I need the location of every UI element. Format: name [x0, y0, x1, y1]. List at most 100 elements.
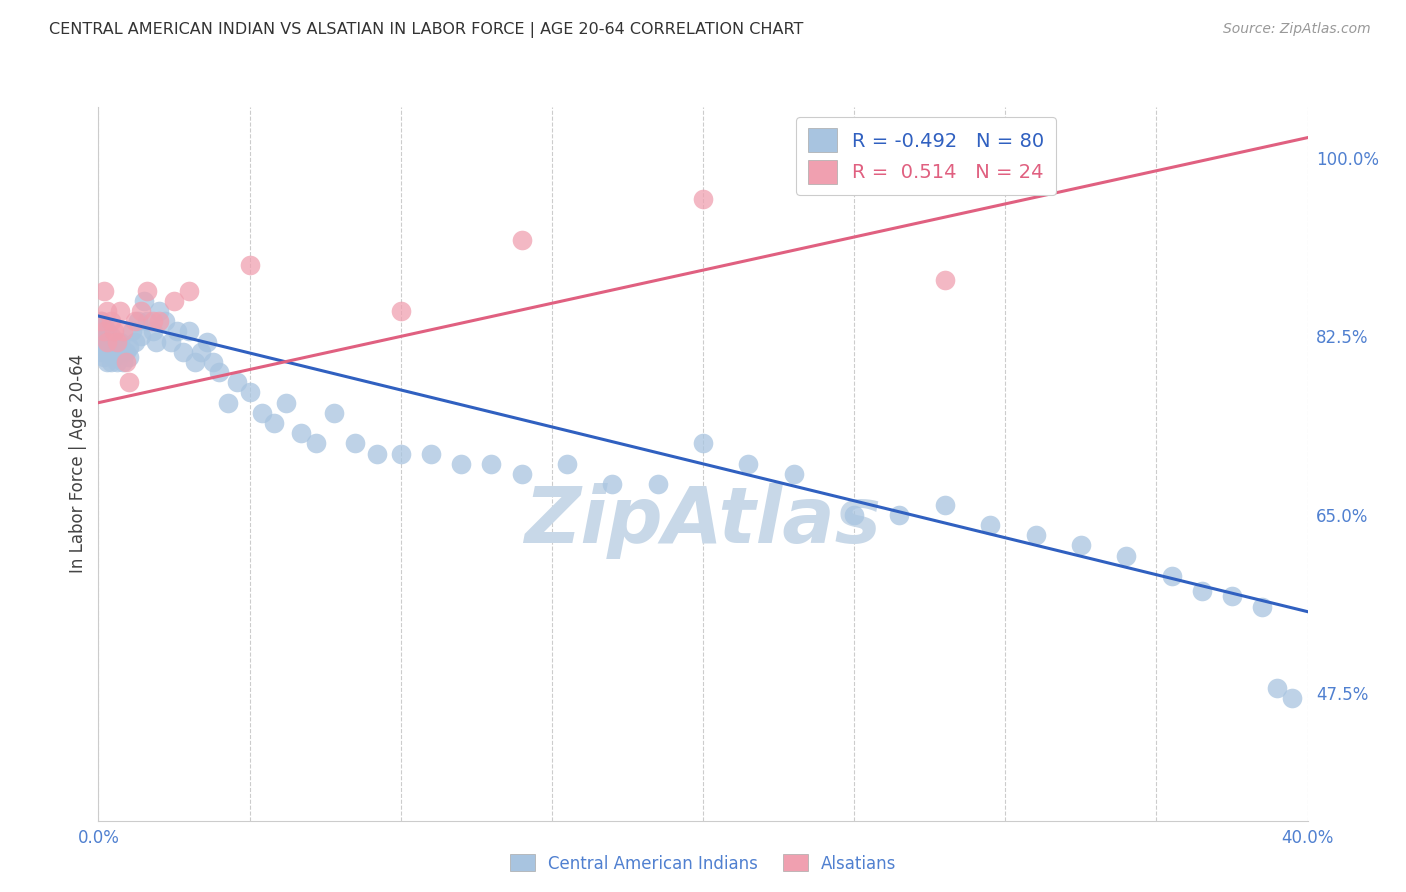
Point — [96, 334, 118, 349]
Point — [1160, 569, 1182, 583]
Point — [179, 324, 201, 338]
Point — [510, 467, 533, 481]
Point — [202, 355, 225, 369]
Point — [647, 477, 669, 491]
Point — [844, 508, 866, 522]
Point — [166, 324, 188, 338]
Point — [118, 340, 141, 354]
Point — [105, 340, 128, 354]
Point — [135, 314, 157, 328]
Point — [366, 447, 388, 461]
Point — [108, 334, 131, 349]
Point — [692, 436, 714, 450]
Point — [389, 447, 412, 461]
Point — [163, 293, 186, 308]
Text: ZipAtlas: ZipAtlas — [524, 483, 882, 559]
Point — [111, 344, 134, 359]
Point — [172, 344, 194, 359]
Point — [108, 304, 131, 318]
Point — [190, 344, 212, 359]
Point — [93, 324, 115, 338]
Point — [239, 385, 262, 400]
Point — [100, 329, 122, 343]
Point — [481, 457, 503, 471]
Point — [148, 314, 170, 328]
Point — [323, 406, 346, 420]
Point — [124, 334, 146, 349]
Point — [96, 355, 118, 369]
Point — [510, 233, 533, 247]
Point — [217, 395, 239, 409]
Point — [208, 365, 231, 379]
Point — [90, 314, 112, 328]
Point — [105, 334, 128, 349]
Point — [344, 436, 367, 450]
Point — [153, 314, 176, 328]
Point — [90, 344, 112, 359]
Point — [142, 314, 165, 328]
Point — [1251, 599, 1274, 614]
Text: CENTRAL AMERICAN INDIAN VS ALSATIAN IN LABOR FORCE | AGE 20-64 CORRELATION CHART: CENTRAL AMERICAN INDIAN VS ALSATIAN IN L… — [49, 22, 804, 38]
Point — [103, 324, 125, 338]
Point — [1024, 528, 1046, 542]
Point — [142, 324, 165, 338]
Point — [450, 457, 472, 471]
Legend: Central American Indians, Alsatians: Central American Indians, Alsatians — [503, 847, 903, 880]
Point — [127, 314, 149, 328]
Point — [111, 355, 134, 369]
Point — [90, 314, 112, 328]
Point — [250, 406, 273, 420]
Point — [108, 340, 131, 354]
Point — [737, 457, 759, 471]
Point — [195, 334, 218, 349]
Point — [1115, 549, 1137, 563]
Point — [239, 258, 262, 272]
Point — [118, 376, 141, 390]
Point — [93, 340, 115, 354]
Text: Source: ZipAtlas.com: Source: ZipAtlas.com — [1223, 22, 1371, 37]
Point — [889, 508, 911, 522]
Point — [555, 457, 578, 471]
Point — [96, 334, 118, 349]
Point — [274, 395, 297, 409]
Point — [132, 293, 155, 308]
Point — [93, 319, 115, 334]
Point — [93, 350, 115, 364]
Point — [226, 376, 249, 390]
Point — [100, 340, 122, 354]
Point — [135, 284, 157, 298]
Point — [160, 334, 183, 349]
Point — [118, 350, 141, 364]
Point — [93, 284, 115, 298]
Point — [389, 304, 412, 318]
Legend: R = -0.492   N = 80, R =  0.514   N = 24: R = -0.492 N = 80, R = 0.514 N = 24 — [796, 117, 1056, 195]
Point — [263, 416, 285, 430]
Point — [103, 350, 125, 364]
Point — [114, 344, 136, 359]
Point — [979, 518, 1001, 533]
Point — [1220, 590, 1243, 604]
Point — [145, 334, 167, 349]
Point — [420, 447, 443, 461]
Point — [148, 304, 170, 318]
Point — [93, 329, 115, 343]
Point — [121, 324, 143, 338]
Point — [90, 324, 112, 338]
Point — [1191, 584, 1213, 599]
Point — [105, 355, 128, 369]
Point — [1267, 681, 1289, 695]
Point — [290, 426, 312, 441]
Point — [184, 355, 207, 369]
Point — [129, 329, 152, 343]
Point — [783, 467, 806, 481]
Point — [934, 273, 956, 287]
Point — [100, 355, 122, 369]
Point — [100, 314, 122, 328]
Point — [114, 355, 136, 369]
Point — [1281, 691, 1303, 706]
Point — [96, 344, 118, 359]
Point — [692, 192, 714, 206]
Point — [1070, 538, 1092, 552]
Point — [111, 324, 134, 338]
Point — [602, 477, 624, 491]
